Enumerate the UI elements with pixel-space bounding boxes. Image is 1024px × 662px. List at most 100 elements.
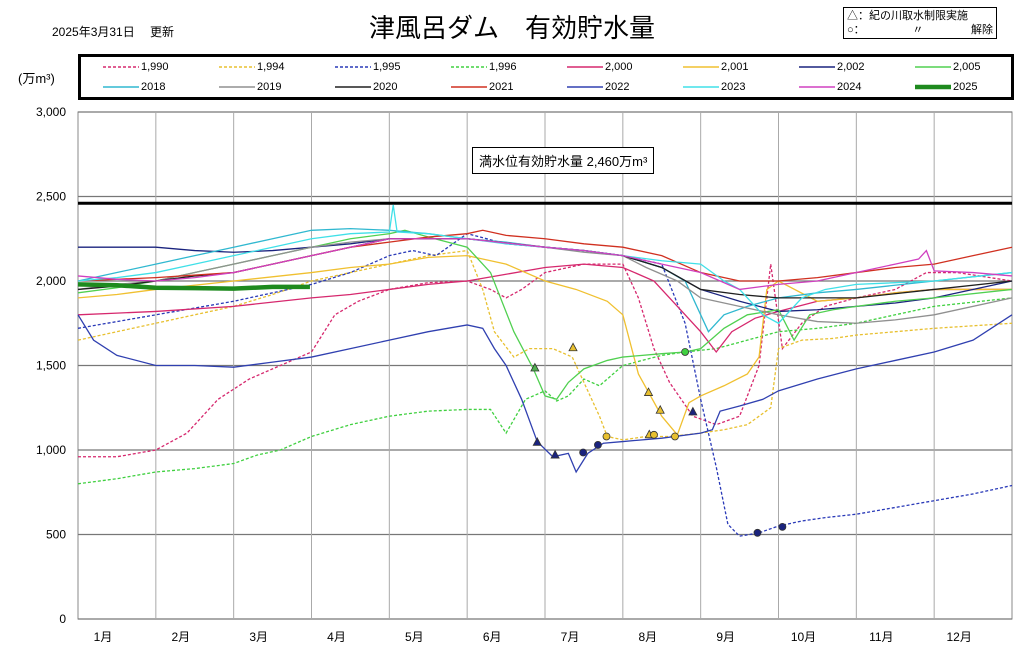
restriction-marker xyxy=(532,437,542,446)
legend-item: 1,994 xyxy=(219,61,285,73)
series-line-2025 xyxy=(77,282,310,291)
x-tick-label: 8月 xyxy=(638,630,657,644)
legend-item: 2024 xyxy=(799,81,861,93)
legend-item: 2018 xyxy=(103,81,165,93)
legend-swatch xyxy=(799,86,835,88)
series-line-1996 xyxy=(77,297,1013,485)
series-line-2019 xyxy=(77,238,1013,324)
release-marker xyxy=(778,522,787,531)
legend-item: 2,005 xyxy=(915,61,981,73)
release-marker xyxy=(681,348,689,356)
restriction-marker xyxy=(688,406,698,416)
legend-item: 2,001 xyxy=(683,61,749,73)
series-line-2024 xyxy=(77,238,1013,291)
x-tick-label: 2月 xyxy=(171,630,190,644)
release-marker xyxy=(671,432,679,441)
y-tick-label: 1,500 xyxy=(36,359,66,373)
marker-note: △：紀の川取水制限実施 ○： 〃 解除 xyxy=(843,7,997,39)
x-tick-label: 10月 xyxy=(791,630,816,644)
legend-swatch xyxy=(219,86,255,88)
series-line-2022 xyxy=(77,314,1013,474)
restriction-marker xyxy=(568,342,578,352)
note-release-mark: ○： xyxy=(847,24,865,36)
legend-item: 2023 xyxy=(683,81,745,93)
note-release-row: ○： 〃 解除 xyxy=(847,23,993,37)
note-restriction: △：紀の川取水制限実施 xyxy=(847,10,968,22)
legend-swatch xyxy=(335,66,371,68)
updated-date: 2025年3月31日 更新 xyxy=(52,25,175,39)
y-tick-label: 0 xyxy=(59,612,66,626)
legend-swatch xyxy=(335,86,371,88)
legend-swatch xyxy=(103,66,139,68)
legend-label: 2023 xyxy=(721,81,746,93)
x-tick-label: 1月 xyxy=(94,630,113,644)
legend-swatch xyxy=(451,66,487,68)
release-marker xyxy=(753,528,762,537)
legend-item: 1,990 xyxy=(103,61,169,73)
legend-label: 2018 xyxy=(141,81,166,93)
legend-item: 1,996 xyxy=(451,61,517,73)
restriction-marker xyxy=(643,387,654,396)
legend-swatch xyxy=(567,86,603,88)
x-tick-label: 5月 xyxy=(405,630,424,644)
x-tick-label: 9月 xyxy=(716,630,735,644)
series-line-2001 xyxy=(77,254,1012,437)
legend-item: 2022 xyxy=(567,81,629,93)
legend-swatch xyxy=(683,86,719,88)
legend-swatch xyxy=(799,66,835,68)
legend-label: 2,005 xyxy=(953,61,981,73)
y-tick-label: 2,000 xyxy=(36,274,66,288)
restriction-marker xyxy=(550,449,560,459)
y-tick-label: 1,000 xyxy=(36,443,66,457)
legend-label: 1,994 xyxy=(257,61,285,73)
release-marker xyxy=(602,432,611,441)
legend-swatch xyxy=(915,66,951,68)
legend-item: 2025 xyxy=(915,81,977,93)
legend-swatch xyxy=(915,84,951,90)
x-tick-label: 7月 xyxy=(561,630,580,644)
legend-label: 2020 xyxy=(373,81,398,93)
note-ditto: 〃 xyxy=(912,24,924,36)
restriction-marker xyxy=(655,404,665,414)
legend-label: 2,001 xyxy=(721,61,749,73)
legend-swatch xyxy=(451,86,487,88)
release-marker xyxy=(579,448,588,457)
legend-swatch xyxy=(567,66,603,68)
legend-label: 2024 xyxy=(837,81,862,93)
y-tick-label: 3,000 xyxy=(36,105,66,119)
legend-label: 1,990 xyxy=(141,61,169,73)
legend-label: 2025 xyxy=(953,81,978,93)
x-tick-label: 4月 xyxy=(327,630,346,644)
legend-item: 1,995 xyxy=(335,61,401,73)
legend-label: 2019 xyxy=(257,81,282,93)
y-tick-label: 2,500 xyxy=(36,190,66,204)
legend-label: 2,000 xyxy=(605,61,633,73)
capacity-label: 満水位有効貯水量 2,460万m³ xyxy=(472,147,655,174)
legend-item: 2,000 xyxy=(567,61,633,73)
x-tick-label: 3月 xyxy=(249,630,268,644)
y-tick-label: 500 xyxy=(46,528,66,542)
legend-item: 2020 xyxy=(335,81,397,93)
release-marker xyxy=(650,430,658,439)
legend-label: 2022 xyxy=(605,81,630,93)
release-marker xyxy=(594,441,602,449)
legend-label: 2,002 xyxy=(837,61,865,73)
legend-label: 2021 xyxy=(489,81,514,93)
legend-item: 2,002 xyxy=(799,61,865,73)
x-tick-label: 12月 xyxy=(946,630,971,644)
y-axis-unit: (万m³) xyxy=(18,71,55,86)
legend-label: 1,995 xyxy=(373,61,401,73)
legend-item: 2021 xyxy=(451,81,513,93)
note-release: 解除 xyxy=(971,24,993,36)
legend-swatch xyxy=(219,66,255,68)
restriction-marker xyxy=(530,362,540,372)
legend: 1,990 1,994 1,995 1,996 2,000 2,001 2,002 2,005… xyxy=(78,54,1014,100)
x-tick-label: 11月 xyxy=(869,630,893,644)
legend-swatch xyxy=(103,86,139,88)
legend-item: 2019 xyxy=(219,81,281,93)
chart-title: 津風呂ダム 有効貯水量 xyxy=(368,13,655,43)
legend-swatch xyxy=(683,66,719,68)
x-tick-label: 6月 xyxy=(483,630,502,644)
